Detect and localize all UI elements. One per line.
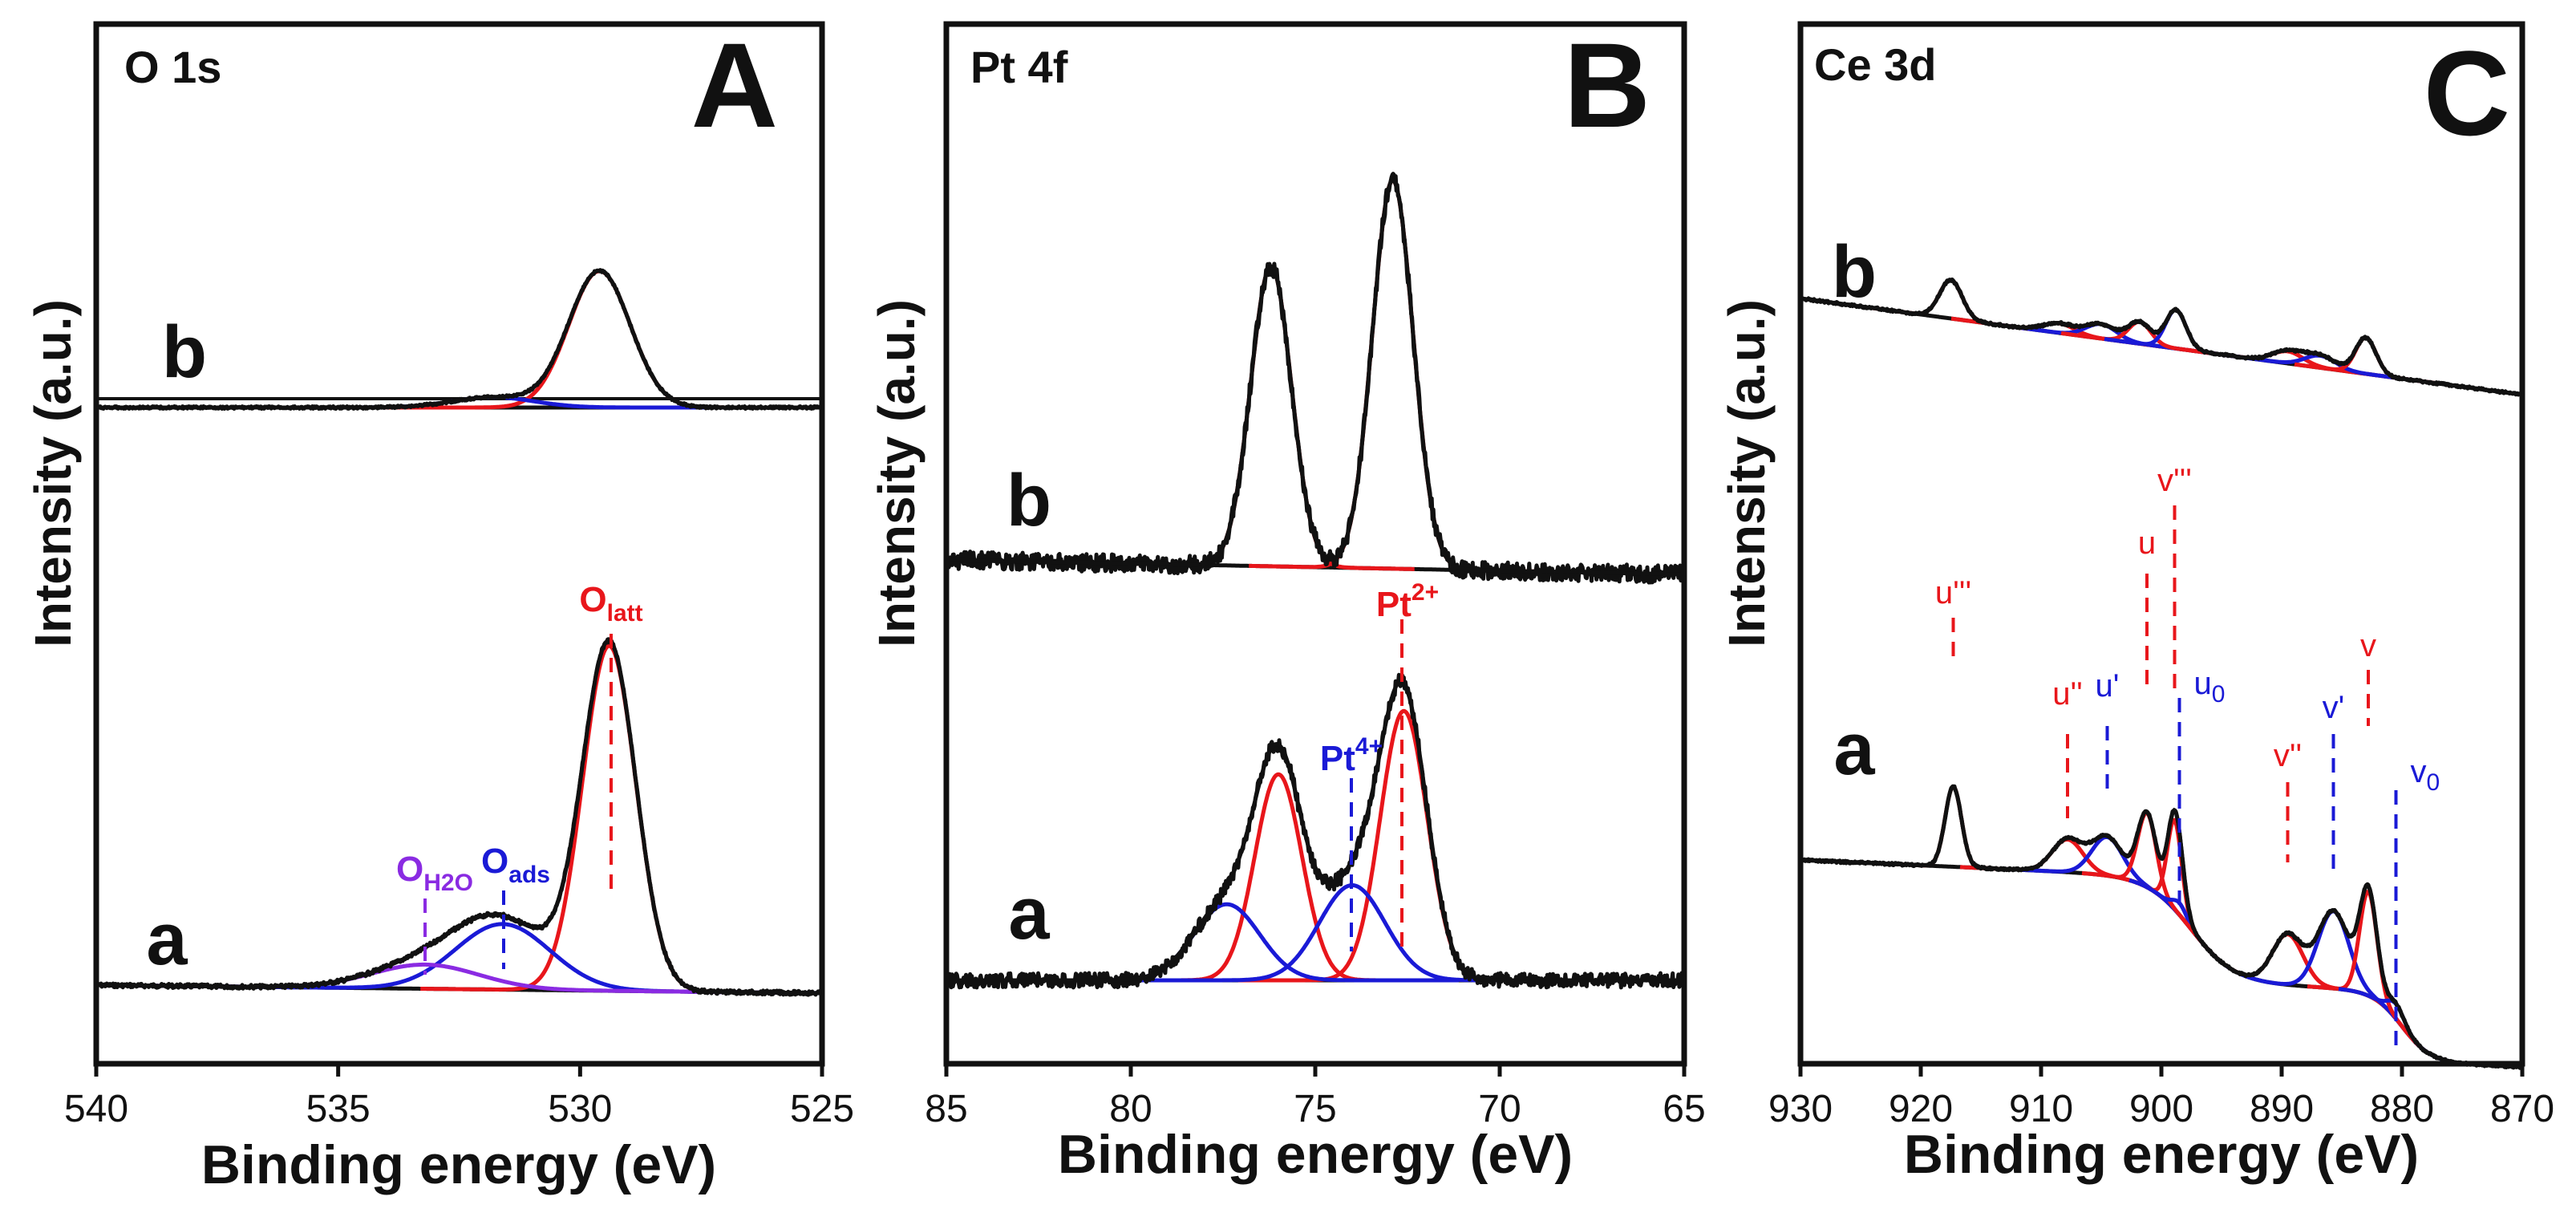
panel-c-peak-label: v'' (2274, 738, 2302, 773)
panel-b: 85 80 75 70 65 Pt 4f B b a Intensity (a.u.) … (868, 18, 1706, 1185)
component-peak-a-u- (1896, 785, 2011, 872)
panel-a-frame (93, 21, 825, 1067)
panel-c-peak-label: u0 (2194, 666, 2226, 708)
x-tick-label: 910 (2009, 1088, 2073, 1130)
fitted-envelope-b (1800, 278, 2523, 397)
panel-c-curve-label-a: a (1833, 708, 1875, 790)
panel-b-curve-label-b: b (1007, 460, 1051, 541)
fitted-envelope-a (946, 679, 1684, 983)
fitted-envelope-a (96, 638, 822, 996)
experimental-spectrum-a (95, 637, 824, 997)
component-peak-b-u- (1871, 278, 2031, 331)
panel-c-y-axis-label: Intensity (a.u.) (1718, 299, 1776, 647)
fitted-envelope-b (946, 178, 1684, 577)
fitted-envelope-a (1800, 785, 2523, 1069)
panel-a-letter: A (691, 18, 778, 152)
panel-b-y-axis-label: Intensity (a.u.) (868, 299, 925, 647)
x-tick-label: 70 (1478, 1088, 1521, 1130)
panel-a-label-oh2o: OH2O (396, 850, 473, 896)
experimental-spectrum-b (1799, 277, 2524, 397)
panel-a-label-oads: Oads (481, 842, 550, 888)
component-peak-b-olatt (383, 269, 816, 410)
panel-a-x-axis-label: Binding energy (eV) (201, 1134, 716, 1195)
panel-b-plot (944, 172, 1687, 990)
x-tick-label: 920 (1889, 1088, 1953, 1130)
component-peak-a-oads (168, 922, 822, 996)
panel-c-title: Ce 3d (1814, 39, 1937, 90)
panel-b-curve-label-a: a (1008, 873, 1050, 955)
fitted-envelope-b (96, 269, 822, 410)
component-peak-a-v- (2124, 817, 2226, 967)
x-tick-label: 525 (790, 1088, 854, 1130)
panel-c-x-ticks: 930 920 910 900 890 880 870 (1768, 1064, 2554, 1130)
panel-c-peak-label: u''' (1935, 575, 1971, 610)
x-tick-label: 890 (2250, 1088, 2314, 1130)
panel-c-peak-label: v (2360, 628, 2376, 663)
panel-a-curve-label-b: b (162, 311, 207, 393)
panel-c-peak-label: u (2138, 525, 2156, 561)
panel-c: 930 920 910 900 890 880 870 Ce 3d C b a Intens… (1718, 21, 2554, 1185)
experimental-spectrum-b (944, 172, 1687, 586)
panel-c-peak-label: u' (2096, 668, 2120, 704)
experimental-spectrum-a (944, 672, 1686, 990)
panel-b-x-ticks: 85 80 75 70 65 (925, 1064, 1706, 1130)
x-tick-label: 540 (64, 1088, 128, 1130)
x-tick-label: 85 (925, 1088, 967, 1130)
x-tick-label: 75 (1294, 1088, 1336, 1130)
panel-c-peak-label: v0 (2411, 754, 2440, 796)
component-peak-a-olatt (420, 643, 798, 996)
panel-b-title: Pt 4f (970, 42, 1068, 92)
x-tick-label: 80 (1109, 1088, 1152, 1130)
panel-a: 540 535 530 525 O 1s A b a Intensity (a.u.)… (24, 18, 854, 1195)
panel-b-letter: B (1564, 18, 1651, 152)
x-tick-label: 65 (1663, 1088, 1705, 1130)
panel-a-label-olatt: Olatt (579, 580, 642, 627)
panel-a-title: O 1s (124, 42, 221, 92)
panel-a-plot (95, 268, 824, 997)
panel-c-peak-label: v''' (2157, 463, 2192, 498)
x-tick-label: 530 (548, 1088, 612, 1130)
panel-c-plot (1799, 277, 2524, 1070)
component-peak-a-pt2- (1237, 708, 1569, 983)
panel-c-curve-label-b: b (1832, 231, 1877, 313)
x-tick-label: 930 (1768, 1088, 1833, 1130)
x-tick-label: 535 (306, 1088, 371, 1130)
x-tick-label: 880 (2370, 1088, 2434, 1130)
panel-b-x-axis-label: Binding energy (eV) (1058, 1124, 1573, 1185)
component-peak-b-pt0-4f5-2 (1127, 264, 1415, 571)
panel-b-label-pt2: Pt2+ (1376, 579, 1439, 624)
panel-a-y-axis-label: Intensity (a.u.) (24, 299, 82, 647)
x-tick-label: 900 (2129, 1088, 2193, 1130)
x-tick-label: 870 (2490, 1088, 2554, 1130)
panel-c-letter: C (2424, 26, 2510, 160)
component-peak-b-v (2294, 335, 2438, 386)
experimental-spectrum-a (1799, 784, 2524, 1070)
panel-c-peak-label: v' (2323, 690, 2345, 725)
component-peak-a-pt2-4f5-2 (1112, 772, 1444, 983)
panel-c-peak-label: u'' (2052, 676, 2083, 712)
component-peak-a-pt4-4f5-2 (994, 902, 1459, 983)
panel-a-x-ticks: 540 535 530 525 (64, 1064, 854, 1130)
panel-c-x-axis-label: Binding energy (eV) (1904, 1124, 2419, 1185)
panel-c-peak-markers: u''' u'' u' uv''' u0 v'' v' v v0 (1935, 463, 2440, 1051)
panel-b-label-pt4: Pt4+ (1320, 733, 1383, 778)
panel-a-curve-label-a: a (146, 898, 188, 980)
component-peak-a-u- (1959, 838, 2177, 911)
panel-c-frame (1797, 21, 2525, 1067)
